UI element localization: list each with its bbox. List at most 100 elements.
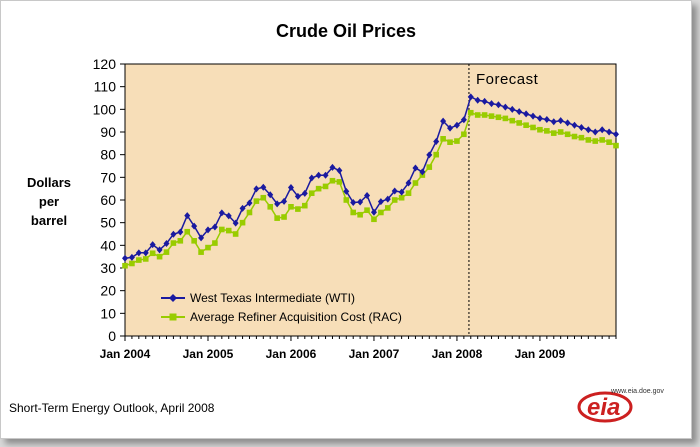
data-point-wti [571, 121, 578, 129]
y-axis-label-line: barrel [30, 213, 68, 228]
data-point-rac [198, 249, 204, 255]
x-tick-label: Jan 2008 [432, 347, 483, 361]
data-point-wti [426, 151, 433, 159]
x-tick-label: Jan 2007 [349, 347, 400, 361]
data-point-wti [488, 100, 495, 108]
legend-wti-marker [169, 294, 177, 302]
data-point-wti [391, 187, 398, 195]
data-point-rac [537, 126, 543, 133]
data-point-wti [564, 119, 571, 127]
data-point-wti [495, 101, 502, 109]
data-point-wti [315, 171, 322, 179]
data-point-rac [550, 130, 557, 136]
data-point-rac [295, 206, 301, 212]
data-point-wti [204, 226, 211, 234]
data-point-rac [205, 244, 211, 251]
data-point-rac [571, 133, 578, 140]
eia-logo-text: eia [587, 394, 620, 421]
data-point-rac [391, 197, 398, 203]
data-point-rac [461, 131, 467, 138]
data-point-wti [218, 209, 225, 217]
data-point-rac [523, 122, 529, 128]
y-tick-label: 10 [100, 305, 116, 321]
data-point-wti [412, 164, 419, 172]
data-point-rac [364, 207, 370, 213]
data-point-rac [219, 226, 225, 233]
data-point-wti [170, 230, 177, 238]
y-tick-label: 110 [94, 79, 117, 95]
data-point-wti [294, 192, 301, 200]
data-point-wti [267, 191, 274, 199]
data-point-rac [502, 115, 509, 122]
data-point-wti [122, 254, 128, 262]
slide: Crude Oil Prices Dollars per barrel 0 10 2… [0, 0, 692, 439]
data-point-rac [488, 113, 495, 119]
data-point-rac [184, 228, 191, 235]
data-point-wti [592, 128, 599, 136]
data-point-wti [184, 212, 191, 220]
data-point-rac [433, 151, 439, 158]
data-point-rac [544, 128, 550, 134]
data-point-wti [246, 199, 253, 207]
eia-logo-url: www.eia.doe.gov [610, 388, 664, 395]
data-point-rac [267, 204, 274, 210]
data-point-rac [260, 194, 267, 201]
data-point-wti [474, 96, 481, 104]
data-point-rac [495, 114, 502, 121]
y-tick-label: 0 [108, 328, 116, 344]
data-point-wti [156, 246, 163, 254]
data-point-wti [557, 117, 564, 125]
data-point-wti [398, 188, 405, 196]
eia-logo[interactable]: eia www.eia.doe.gov [577, 383, 687, 423]
x-tick-label: Jan 2006 [266, 347, 317, 361]
data-point-rac [177, 238, 184, 244]
data-point-rac [232, 231, 239, 237]
data-point-wti [364, 191, 371, 199]
data-point-wti [350, 198, 357, 206]
data-point-wti [357, 198, 364, 206]
data-point-rac [357, 211, 363, 218]
data-point-wti [599, 126, 606, 134]
data-point-rac [281, 214, 287, 220]
data-point-rac [191, 238, 197, 244]
x-tick-label: Jan 2009 [515, 347, 566, 361]
data-point-rac [474, 112, 481, 118]
data-point-wti [322, 171, 329, 179]
data-point-wti [440, 117, 447, 125]
data-point-rac [426, 164, 433, 170]
data-point-rac [384, 205, 391, 211]
data-point-wti [481, 97, 488, 105]
data-point-rac [467, 109, 474, 116]
data-point-wti [509, 105, 516, 113]
data-point-wti [433, 138, 440, 146]
y-tick-label: 70 [100, 169, 116, 185]
legend: West Texas Intermediate (WTI) Average Re… [161, 291, 402, 324]
data-point-rac [329, 177, 336, 184]
data-point-wti [377, 198, 384, 206]
data-point-wti [467, 93, 474, 101]
data-point-wti [198, 234, 205, 242]
forecast-label: Forecast [476, 71, 539, 88]
data-point-wti [606, 128, 613, 136]
data-point-wti [384, 195, 391, 203]
y-tick-label: 40 [100, 237, 116, 253]
data-point-rac [592, 138, 599, 144]
data-point-wti [578, 123, 585, 131]
data-point-rac [578, 134, 585, 141]
data-point-wti [287, 184, 294, 192]
data-point-rac [412, 180, 419, 186]
data-point-wti [585, 126, 592, 134]
data-point-wti [177, 228, 184, 236]
data-point-rac [156, 253, 163, 260]
legend-rac-label: Average Refiner Acquisition Cost (RAC) [190, 310, 402, 324]
data-point-rac [371, 216, 377, 223]
eia-logo-icon: eia [577, 391, 633, 423]
data-point-wti [142, 249, 149, 257]
data-point-rac [253, 198, 260, 204]
data-point-wti [550, 118, 557, 126]
data-point-rac [454, 138, 460, 144]
data-point-rac [606, 139, 612, 145]
data-point-wti [530, 112, 537, 120]
data-point-rac [599, 137, 605, 143]
data-point-rac [136, 257, 142, 263]
